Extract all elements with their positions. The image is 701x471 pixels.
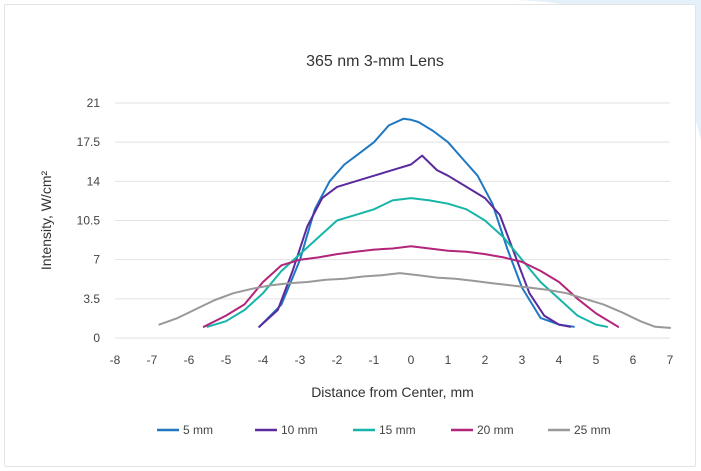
chart-card — [4, 4, 696, 467]
x-tick-label: -6 — [184, 353, 195, 367]
y-tick-label: 17.5 — [77, 135, 101, 149]
x-axis-ticks: -8 -7 -6 -5 -4 -3 -2 -1 0 1 2 3 4 5 6 7 — [110, 353, 674, 367]
x-tick-label: 5 — [593, 353, 600, 367]
series-line-2 — [258, 154, 572, 328]
x-tick-label: 7 — [667, 353, 674, 367]
legend-label: 25 mm — [574, 423, 611, 437]
legend-label: 5 mm — [183, 423, 213, 437]
series-line-5 — [158, 272, 671, 329]
legend: 5 mm 10 mm 15 mm 20 mm 25 mm — [157, 423, 611, 437]
x-tick-label: 6 — [630, 353, 637, 367]
y-axis-ticks: 0 3.5 7 10.5 14 17.5 21 — [77, 96, 101, 345]
x-tick-label: 0 — [408, 353, 415, 367]
y-tick-label: 10.5 — [77, 214, 101, 228]
x-tick-label: -1 — [369, 353, 380, 367]
series-line-3 — [206, 197, 609, 328]
x-tick-label: 1 — [445, 353, 452, 367]
x-tick-label: 3 — [519, 353, 526, 367]
y-tick-label: 21 — [87, 96, 101, 110]
legend-label: 15 mm — [379, 423, 416, 437]
x-tick-label: -5 — [221, 353, 232, 367]
y-tick-label: 0 — [93, 331, 100, 345]
y-tick-label: 14 — [87, 174, 101, 188]
series-line-4 — [202, 245, 620, 328]
series-line-1 — [258, 117, 575, 328]
x-tick-label: -4 — [258, 353, 269, 367]
series-lines — [158, 117, 671, 329]
y-tick-label: 7 — [93, 253, 100, 267]
x-tick-label: -2 — [332, 353, 343, 367]
y-axis-label: Intensity, W/cm² — [38, 171, 54, 271]
chart-title: 365 nm 3-mm Lens — [306, 53, 444, 70]
y-tick-label: 3.5 — [83, 292, 100, 306]
x-tick-label: 2 — [482, 353, 489, 367]
x-tick-label: 4 — [556, 353, 563, 367]
legend-label: 10 mm — [281, 423, 318, 437]
x-axis-label: Distance from Center, mm — [311, 384, 474, 400]
legend-label: 20 mm — [477, 423, 514, 437]
x-tick-label: -7 — [147, 353, 158, 367]
grid-lines — [115, 102, 670, 339]
x-tick-label: -8 — [110, 353, 121, 367]
x-tick-label: -3 — [295, 353, 306, 367]
